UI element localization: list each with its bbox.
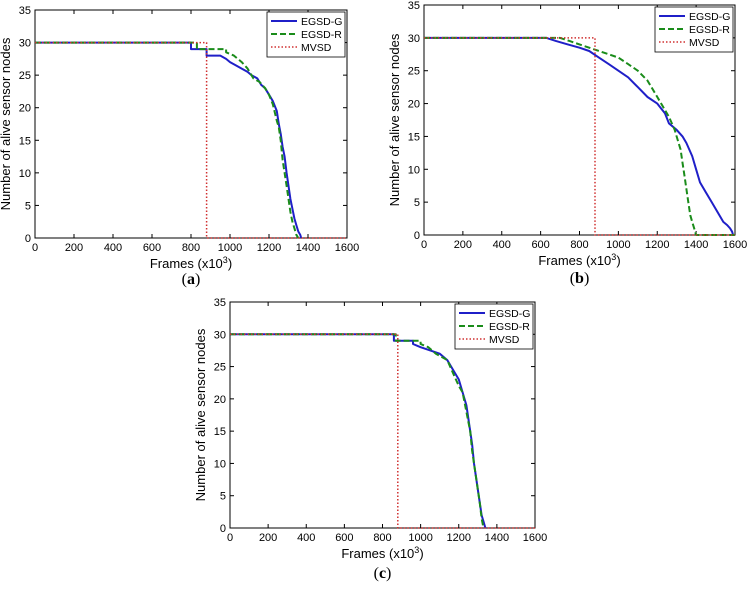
y-tick-label: 5 (220, 491, 226, 503)
y-tick-label: 10 (408, 164, 420, 176)
x-tick-label: 200 (259, 532, 277, 544)
legend-label: EGSD-G (689, 11, 730, 23)
y-tick-label: 25 (214, 362, 226, 374)
chart-panel-3: 0 200 400 600 800 1000 1200 1400 1600 0 5 10 15 20 25 3… (193, 297, 547, 582)
x-tick-label: 1200 (447, 532, 471, 544)
series-line-egsd-r (424, 36, 735, 236)
legend-label: EGSD-G (489, 308, 530, 320)
y-tick-label: 20 (214, 394, 226, 406)
legend-label: EGSD-R (689, 24, 730, 36)
x-tick-label: 1600 (335, 242, 359, 254)
series-line-mvsd (424, 37, 735, 236)
x-axis-label: Frames (x103) (341, 545, 423, 561)
panel-label: (c) (374, 565, 392, 582)
x-axis-label: Frames (x103) (150, 255, 232, 271)
x-tick-label: 600 (531, 239, 549, 251)
panel-label: (b) (570, 270, 590, 287)
legend-label: EGSD-G (301, 16, 342, 28)
x-tick-label: 1200 (257, 242, 281, 254)
x-tick-label: 200 (454, 239, 472, 251)
x-tick-label: 1000 (408, 532, 432, 544)
y-tick-label: 15 (214, 426, 226, 438)
y-tick-label: 20 (408, 99, 420, 111)
chart-panel-2: 0 200 400 600 800 1000 1200 1400 1600 0 5 10 15 20 25 3… (387, 0, 747, 287)
x-tick-label: 200 (65, 242, 83, 254)
x-tick-label: 1400 (684, 239, 708, 251)
x-tick-label: 0 (227, 532, 233, 544)
x-tick-label: 800 (570, 239, 588, 251)
x-tick-label: 0 (32, 242, 38, 254)
x-tick-label: 800 (373, 532, 391, 544)
y-tick-label: 10 (214, 458, 226, 470)
x-tick-label: 1000 (606, 239, 630, 251)
y-tick-label: 35 (408, 0, 420, 12)
y-tick-label: 20 (19, 103, 31, 115)
x-tick-label: 600 (335, 532, 353, 544)
x-tick-label: 0 (421, 239, 427, 251)
y-tick-label: 0 (414, 230, 420, 242)
x-tick-label: 1400 (296, 242, 320, 254)
y-tick-label: 15 (19, 135, 31, 147)
y-tick-label: 30 (214, 329, 226, 341)
y-tick-label: 25 (408, 66, 420, 78)
y-tick-label: 30 (408, 33, 420, 45)
y-tick-label: 5 (25, 200, 31, 212)
y-tick-label: 0 (25, 233, 31, 245)
y-tick-label: 15 (408, 131, 420, 143)
series-line-egsd-r (230, 333, 485, 529)
legend-label: EGSD-R (489, 321, 530, 333)
legend-label: MVSD (489, 334, 520, 346)
y-tick-label: 25 (19, 70, 31, 82)
x-tick-label: 1600 (523, 532, 547, 544)
series-line-egsd-g (424, 36, 735, 236)
y-axis-label: Number of alive sensor nodes (193, 328, 208, 501)
x-tick-label: 800 (182, 242, 200, 254)
panel-label: (a) (182, 271, 201, 288)
x-tick-label: 600 (143, 242, 161, 254)
y-axis-label: Number of alive sensor nodes (0, 37, 13, 210)
y-tick-label: 35 (19, 5, 31, 17)
x-tick-label: 1200 (645, 239, 669, 251)
x-tick-label: 1000 (218, 242, 242, 254)
x-tick-label: 1400 (485, 532, 509, 544)
chart-panel-1: 0 200 400 600 800 1000 1200 1400 1600 0 5 10 15 20 25 3… (0, 5, 359, 288)
y-tick-label: 10 (19, 168, 31, 180)
x-tick-label: 400 (297, 532, 315, 544)
y-tick-label: 5 (414, 197, 420, 209)
x-axis-label: Frames (x103) (538, 252, 620, 268)
y-tick-label: 35 (214, 297, 226, 309)
y-axis-label: Number of alive sensor nodes (387, 33, 402, 206)
legend-label: MVSD (689, 37, 720, 49)
legend-box (654, 6, 734, 53)
legend-label: EGSD-R (301, 29, 342, 41)
y-tick-label: 0 (220, 523, 226, 535)
x-tick-label: 1600 (723, 239, 747, 251)
legend-label: MVSD (301, 42, 332, 54)
series-line-egsd-r (35, 41, 300, 239)
x-tick-label: 400 (104, 242, 122, 254)
y-tick-label: 30 (19, 38, 31, 50)
x-tick-label: 400 (493, 239, 511, 251)
